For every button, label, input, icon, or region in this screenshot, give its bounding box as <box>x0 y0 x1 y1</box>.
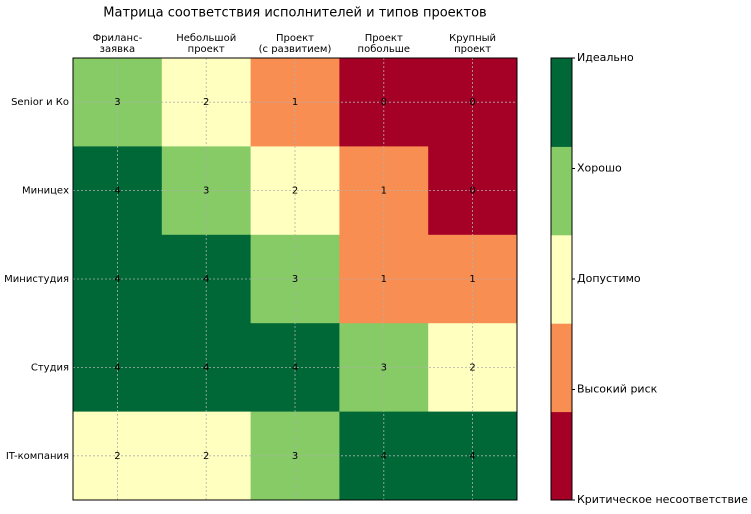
y-tick-label: Senior и Ко <box>11 97 69 108</box>
x-tick-label-line: Проект <box>276 33 314 44</box>
x-tick-label: Небольшой проект <box>176 33 236 55</box>
cell-value-label: 4 <box>203 362 209 373</box>
colorbar-tick-label: Хорошо <box>577 162 622 175</box>
colorbar-tick-label: Высокий риск <box>577 383 658 396</box>
colorbar-tick-label: Критическое несоответствие <box>577 493 748 506</box>
cell-value-label: 1 <box>469 274 475 285</box>
cell-value-label: 3 <box>292 451 298 462</box>
x-tick-label: Проект (с развитием) <box>259 33 332 55</box>
x-tick-label-line: Небольшой <box>176 33 236 44</box>
cell-value-label: 2 <box>114 451 120 462</box>
colorbar-segment <box>551 58 572 147</box>
cell-value-label: 4 <box>114 274 120 285</box>
y-tick-label: Министудия <box>4 274 69 285</box>
cell-value-label: 2 <box>203 451 209 462</box>
cell-value-label: 3 <box>203 186 209 197</box>
cell-value-label: 0 <box>381 97 387 108</box>
cell-value-label: 4 <box>114 362 120 373</box>
x-tick-label-line: Проект <box>365 33 403 44</box>
y-tick-label: Студия <box>31 362 69 373</box>
colorbar-segment <box>551 411 572 501</box>
cell-value-label: 3 <box>381 362 387 373</box>
cell-value-label: 4 <box>381 451 387 462</box>
cell-value-label: 4 <box>114 186 120 197</box>
x-tick-label-line: заявка <box>100 44 136 55</box>
x-tick-label-line: (с развитием) <box>259 44 332 55</box>
colorbar-segment <box>551 146 572 236</box>
cell-value-label: 2 <box>292 186 298 197</box>
cell-value-label: 0 <box>469 97 475 108</box>
x-tick-label-line: Фриланс- <box>93 33 143 44</box>
cell-value-label: 1 <box>381 186 387 197</box>
x-tick-label-line: проект <box>188 44 225 55</box>
x-tick-label-line: Крупный <box>449 33 496 44</box>
x-tick-label: Крупный проект <box>449 33 496 55</box>
cell-value-label: 2 <box>203 97 209 108</box>
cell-value-label: 3 <box>114 97 120 108</box>
colorbar-segment <box>551 323 572 413</box>
x-tick-label-line: проект <box>454 44 491 55</box>
cell-value-label: 4 <box>203 274 209 285</box>
colorbar-segment <box>551 234 572 324</box>
colorbar-tick-label: Идеально <box>577 51 634 64</box>
y-tick-label: IT-компания <box>6 451 69 462</box>
cell-value-label: 2 <box>469 362 475 373</box>
cell-value-label: 4 <box>292 362 298 373</box>
cell-value-label: 1 <box>381 274 387 285</box>
plot-frame <box>72 57 518 501</box>
colorbar-tick-label: Допустимо <box>577 272 641 285</box>
x-tick-label: Проект побольше <box>358 33 411 55</box>
cell-value-label: 3 <box>292 274 298 285</box>
x-tick-label-line: побольше <box>358 44 411 55</box>
chart-title: Матрица соответствия исполнителей и типо… <box>103 6 486 21</box>
cell-value-label: 0 <box>469 186 475 197</box>
y-tick-label: Миницех <box>22 186 69 197</box>
cell-value-label: 4 <box>469 451 475 462</box>
x-tick-label: Фриланс-заявка <box>93 33 143 55</box>
cell-value-label: 1 <box>292 97 298 108</box>
